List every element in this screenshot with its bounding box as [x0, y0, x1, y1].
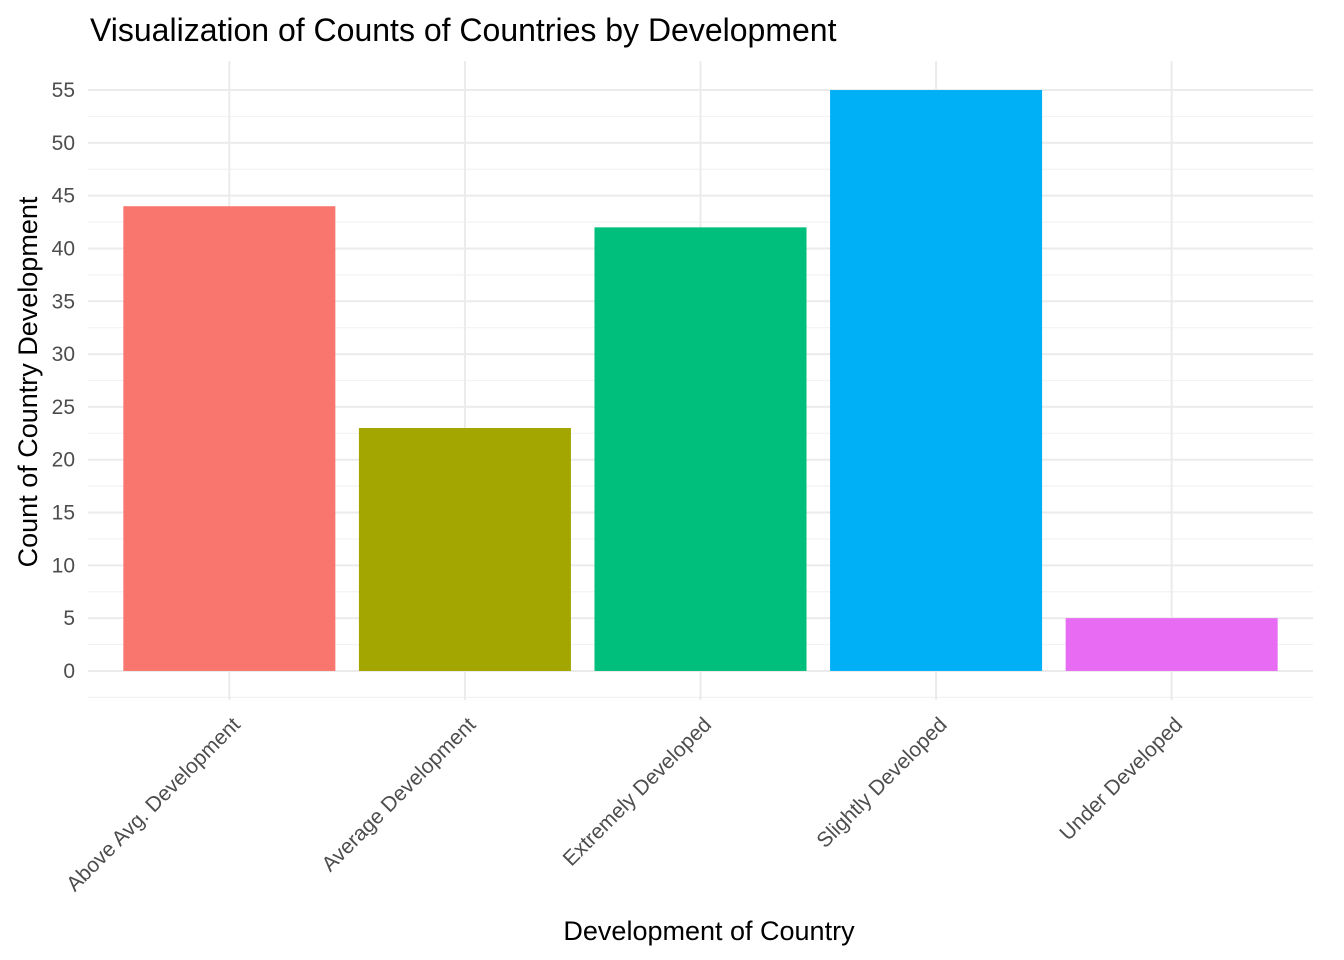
y-tick-label: 45	[52, 185, 75, 208]
y-tick-label: 20	[52, 449, 75, 472]
x-tick-label: Extremely Developed	[559, 713, 716, 870]
chart-title: Visualization of Counts of Countries by …	[90, 12, 837, 48]
y-tick-label: 50	[52, 132, 75, 155]
x-axis-title: Development of Country	[563, 916, 855, 946]
y-tick-label: 55	[52, 79, 75, 102]
x-tick-label: Under Developed	[1055, 713, 1187, 845]
x-axis-tick-labels: Above Avg. Development Average Developmen…	[62, 713, 1187, 896]
y-tick-label: 35	[52, 290, 75, 313]
bar-average-development	[358, 428, 571, 671]
x-tick-label: Slightly Developed	[812, 713, 951, 852]
y-axis-title: Count of Country Development	[13, 196, 43, 567]
y-tick-label: 40	[52, 237, 75, 260]
y-tick-label: 15	[52, 502, 75, 525]
y-axis-tick-labels: 0 5 10 15 20 25 30 35 40 45 50 55	[52, 79, 75, 683]
y-tick-label: 5	[63, 607, 75, 630]
x-tick-label: Above Avg. Development	[62, 713, 245, 896]
y-tick-label: 25	[52, 396, 75, 419]
y-tick-label: 30	[52, 343, 75, 366]
x-tick-label: Average Development	[318, 713, 481, 876]
y-tick-label: 0	[63, 660, 75, 683]
bar-under-developed	[1065, 618, 1278, 671]
bar-above-avg-development	[123, 206, 336, 671]
y-tick-label: 10	[52, 554, 75, 577]
bar-extremely-developed	[594, 227, 807, 671]
bars	[123, 90, 1278, 671]
bar-slightly-developed	[830, 90, 1043, 671]
